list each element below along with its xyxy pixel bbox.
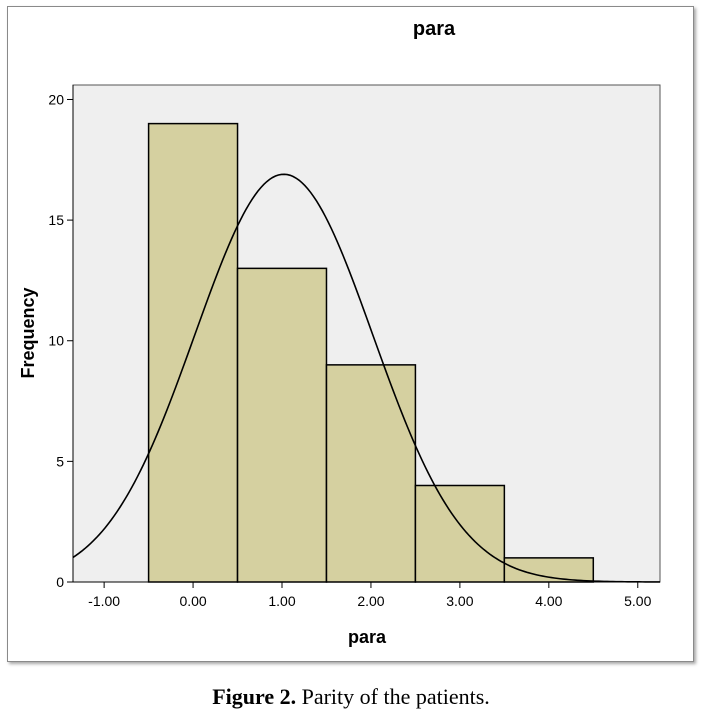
histogram-bar-2: [325, 364, 417, 583]
x-tick-label-1: 0.00: [179, 593, 206, 609]
x-tick-label-2: 1.00: [268, 593, 295, 609]
axes-layer: 0 5 10 15 20 -1.00 0.00 1.00 2.00 3.00 4.00 5.00: [48, 85, 660, 609]
x-tick-label-6: 5.00: [624, 593, 651, 609]
figure-caption: Figure 2. Parity of the patients.: [0, 684, 702, 710]
histogram-chart: 0 5 10 15 20 -1.00 0.00 1.00 2.00 3.00 4.00 5.00 pa…: [18, 18, 661, 647]
chart-title: para: [413, 18, 456, 40]
y-tick-label-1: 5: [56, 453, 64, 469]
y-axis-label: Frequency: [18, 287, 38, 378]
caption-label: Figure 2.: [212, 684, 297, 709]
histogram-bar-3: [414, 484, 506, 583]
histogram-bar-0: [147, 122, 239, 583]
histogram-bar-1: [236, 267, 328, 583]
caption-text: Parity of the patients.: [301, 684, 490, 709]
x-tick-label-3: 2.00: [357, 593, 384, 609]
x-axis-label: para: [348, 627, 387, 647]
x-tick-label-5: 4.00: [535, 593, 562, 609]
y-tick-label-2: 10: [48, 333, 64, 349]
y-tick-label-4: 20: [48, 91, 64, 107]
y-tick-label-3: 15: [48, 212, 64, 228]
x-tick-label-0: -1.00: [88, 593, 120, 609]
bars-layer: [147, 122, 595, 583]
normal-curve: [72, 173, 661, 583]
x-tick-label-4: 3.00: [446, 593, 473, 609]
y-tick-label-0: 0: [56, 574, 64, 590]
